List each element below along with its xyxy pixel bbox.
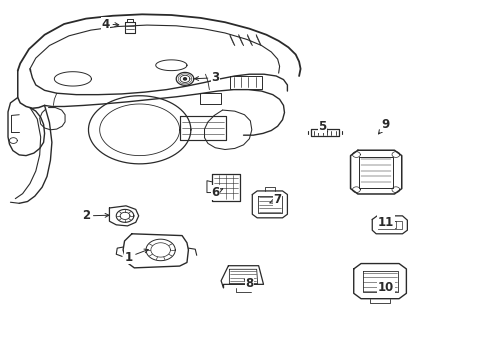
Text: 9: 9 xyxy=(378,118,389,134)
Polygon shape xyxy=(211,174,240,201)
Text: 4: 4 xyxy=(101,18,119,31)
Polygon shape xyxy=(362,271,397,292)
Polygon shape xyxy=(109,206,139,226)
Polygon shape xyxy=(350,150,401,194)
Polygon shape xyxy=(180,116,226,140)
Text: 10: 10 xyxy=(377,281,393,294)
Text: 2: 2 xyxy=(82,210,109,222)
Polygon shape xyxy=(359,157,392,188)
Polygon shape xyxy=(229,76,261,89)
Text: 3: 3 xyxy=(194,71,219,84)
Text: 7: 7 xyxy=(269,193,281,206)
Polygon shape xyxy=(199,93,221,104)
Text: 5: 5 xyxy=(318,120,327,133)
Text: 8: 8 xyxy=(244,278,253,291)
Polygon shape xyxy=(229,269,257,284)
Polygon shape xyxy=(125,22,135,33)
Polygon shape xyxy=(258,196,281,213)
Polygon shape xyxy=(123,234,188,268)
Polygon shape xyxy=(252,191,287,218)
Text: 6: 6 xyxy=(211,186,222,199)
Polygon shape xyxy=(183,78,186,80)
Polygon shape xyxy=(353,264,406,299)
Polygon shape xyxy=(310,130,338,136)
Polygon shape xyxy=(371,216,407,234)
Text: 1: 1 xyxy=(124,249,148,264)
Polygon shape xyxy=(384,221,395,228)
Polygon shape xyxy=(221,266,263,288)
Text: 11: 11 xyxy=(377,216,393,229)
Polygon shape xyxy=(127,19,133,22)
